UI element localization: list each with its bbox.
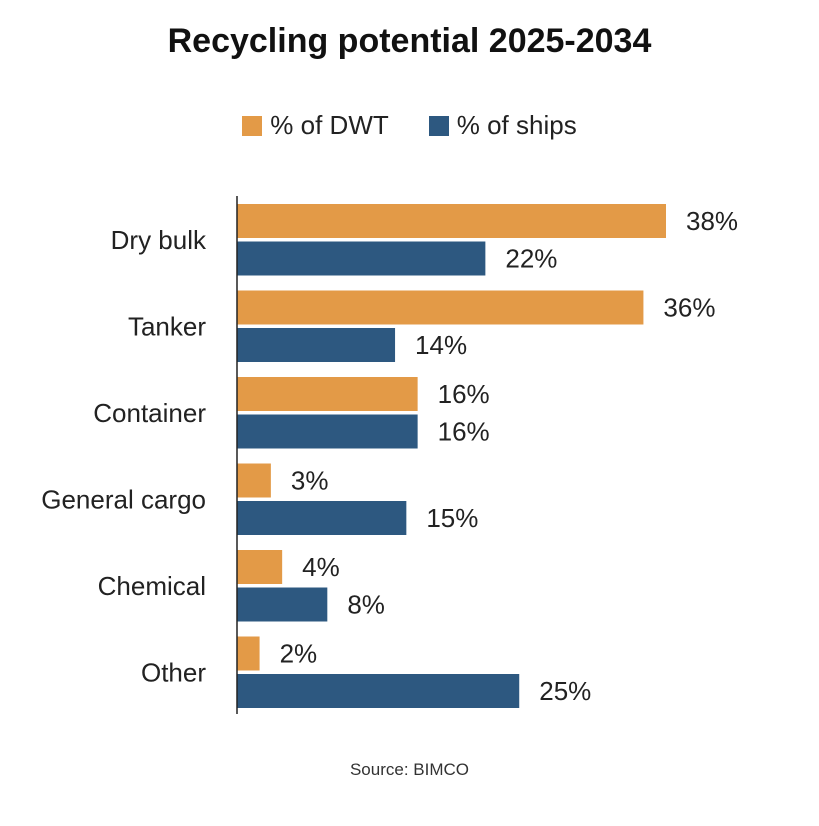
data-label-container-ships: 16% bbox=[438, 417, 490, 447]
data-label-dry-bulk-dwt: 38% bbox=[686, 206, 738, 236]
category-label-tanker: Tanker bbox=[128, 311, 206, 341]
legend-swatch-ships bbox=[428, 115, 449, 136]
data-label-dry-bulk-ships: 22% bbox=[505, 244, 557, 274]
data-label-general-cargo-ships: 15% bbox=[426, 503, 478, 533]
bar-tanker-ships bbox=[237, 328, 396, 362]
data-label-tanker-ships: 14% bbox=[415, 330, 467, 360]
bar-container-dwt bbox=[237, 377, 418, 411]
legend-item-dwt: % of DWT bbox=[242, 110, 389, 141]
legend-label-ships: % of ships bbox=[456, 110, 577, 140]
bar-other-ships bbox=[237, 674, 520, 708]
bar-dry-bulk-dwt bbox=[237, 204, 666, 238]
category-label-general-cargo: General cargo bbox=[41, 484, 206, 514]
legend-item-ships: % of ships bbox=[428, 110, 577, 141]
data-label-chemical-ships: 8% bbox=[347, 590, 385, 620]
bar-chemical-ships bbox=[237, 587, 328, 622]
bar-dry-bulk-ships bbox=[237, 241, 486, 276]
bar-other-dwt bbox=[237, 636, 260, 671]
chart-title: Recycling potential 2025-2034 bbox=[167, 22, 652, 60]
category-label-chemical: Chemical bbox=[98, 571, 206, 601]
data-label-tanker-dwt: 36% bbox=[663, 293, 715, 323]
data-label-container-dwt: 16% bbox=[438, 379, 490, 409]
bar-chart: Dry bulk 38% 22% Tanker 36% 14% Container 16% 16… bbox=[41, 196, 738, 714]
data-label-other-ships: 25% bbox=[539, 676, 591, 706]
legend-label-dwt: % of DWT bbox=[270, 110, 389, 140]
legend-swatch-dwt bbox=[242, 115, 263, 136]
bar-tanker-dwt bbox=[237, 290, 644, 325]
source-note: Source: BIMCO bbox=[349, 760, 470, 779]
data-label-general-cargo-dwt: 3% bbox=[291, 466, 329, 496]
category-label-container: Container bbox=[93, 398, 206, 428]
legend: % of DWT % of ships bbox=[0, 110, 819, 141]
bar-chemical-dwt bbox=[237, 550, 283, 584]
data-label-chemical-dwt: 4% bbox=[302, 552, 340, 582]
category-label-other: Other bbox=[141, 657, 206, 687]
bar-general-cargo-dwt bbox=[237, 463, 271, 498]
bar-container-ships bbox=[237, 414, 418, 449]
data-label-other-dwt: 2% bbox=[280, 639, 318, 669]
category-label-dry-bulk: Dry bulk bbox=[111, 225, 207, 255]
bar-general-cargo-ships bbox=[237, 501, 407, 535]
